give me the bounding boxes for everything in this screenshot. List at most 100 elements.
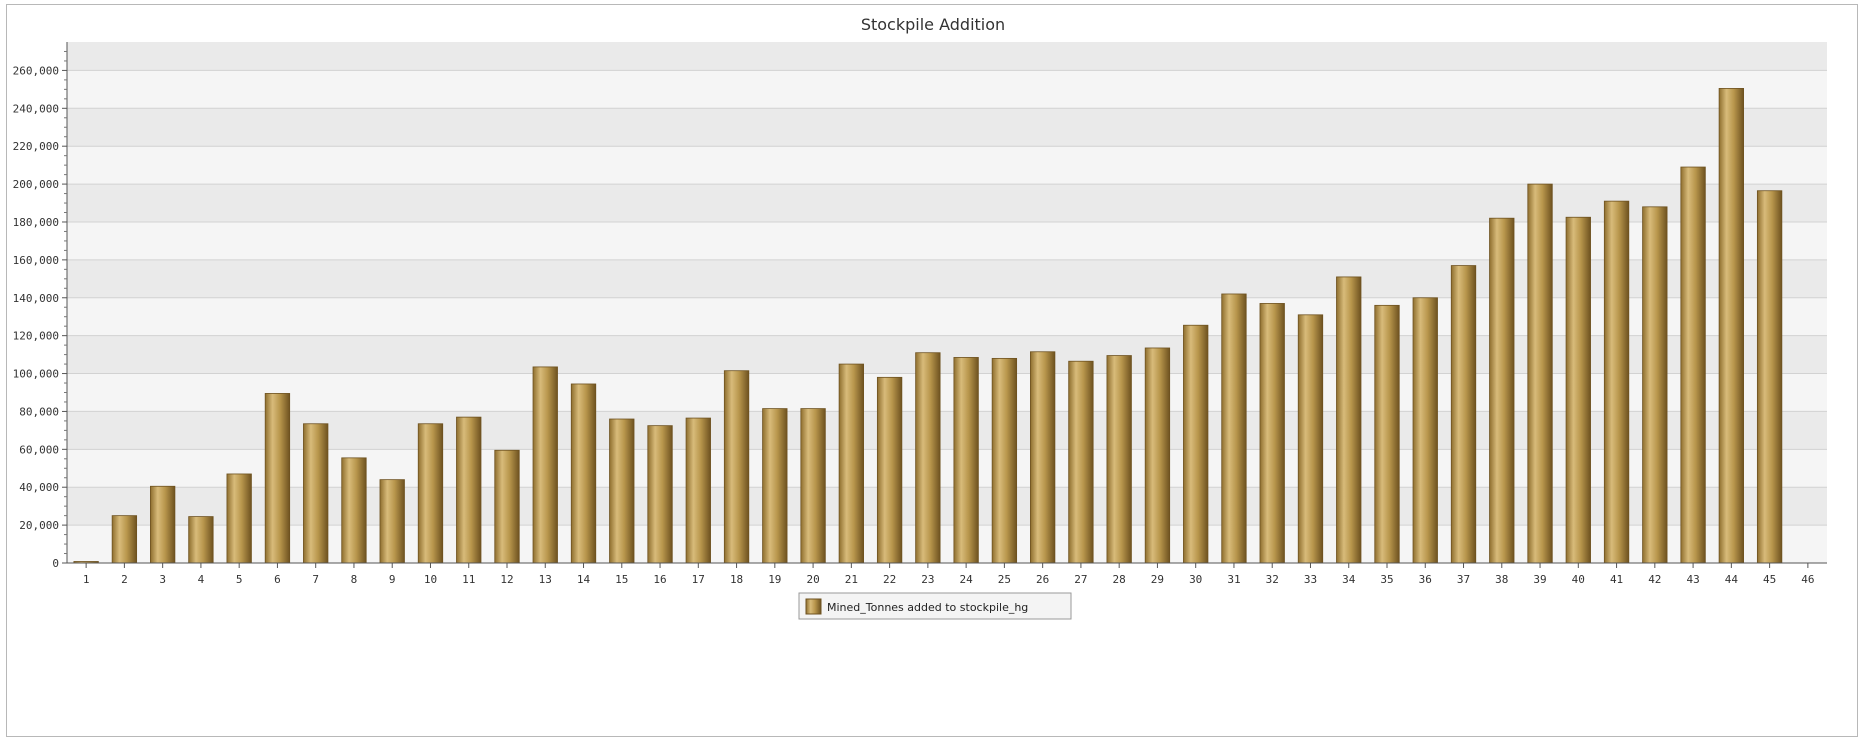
bar (953, 357, 979, 564)
y-tick-label: 40,000 (19, 481, 59, 494)
y-tick-label: 220,000 (13, 140, 59, 153)
bar (150, 485, 176, 564)
bar (1259, 303, 1285, 564)
bar (1412, 297, 1438, 564)
x-tick-label: 15 (615, 573, 628, 586)
bar (609, 418, 635, 564)
bar (1489, 217, 1515, 564)
x-tick-label: 35 (1380, 573, 1393, 586)
x-tick-label: 44 (1725, 573, 1739, 586)
bar (1680, 166, 1706, 564)
legend-label: Mined_Tonnes added to stockpile_hg (827, 601, 1028, 614)
bar (1603, 200, 1630, 564)
bar (876, 376, 903, 564)
bar (1450, 265, 1477, 564)
x-tick-label: 24 (960, 573, 974, 586)
bar (1144, 347, 1171, 564)
bar (494, 449, 520, 564)
x-tick-label: 27 (1074, 573, 1087, 586)
x-tick-label: 7 (312, 573, 319, 586)
x-tick-label: 19 (768, 573, 781, 586)
x-tick-label: 10 (424, 573, 437, 586)
bar (264, 393, 291, 564)
chart-frame: Stockpile Addition 0 20,000 40,000 60,000 80… (6, 4, 1858, 737)
x-tick-label: 31 (1227, 573, 1240, 586)
x-tick-label: 45 (1763, 573, 1776, 586)
x-tick-label: 36 (1419, 573, 1432, 586)
bar (1718, 88, 1744, 564)
x-tick-label: 40 (1572, 573, 1585, 586)
bar (1183, 324, 1209, 564)
chart-title: Stockpile Addition (861, 15, 1005, 34)
x-tick-label: 12 (500, 573, 513, 586)
chart: Stockpile Addition 0 20,000 40,000 60,000 80… (13, 15, 1827, 620)
y-tick-label: 140,000 (13, 292, 59, 305)
x-tick-label: 42 (1648, 573, 1661, 586)
bar (800, 408, 826, 564)
bar (1106, 355, 1132, 564)
bar (1756, 190, 1783, 564)
bar (417, 423, 444, 564)
bar (915, 352, 941, 564)
x-tick-label: 41 (1610, 573, 1623, 586)
bar (685, 417, 711, 564)
x-tick-label: 26 (1036, 573, 1049, 586)
bar (1297, 314, 1324, 564)
y-tick-label: 60,000 (19, 443, 59, 456)
bar (1068, 360, 1094, 564)
x-tick-label: 1 (83, 573, 90, 586)
x-tick-label: 17 (692, 573, 705, 586)
bar (1336, 276, 1362, 564)
bar (838, 363, 864, 564)
x-tick-label: 43 (1686, 573, 1699, 586)
x-tick-label: 16 (653, 573, 666, 586)
y-tick-label: 180,000 (13, 216, 59, 229)
x-tick-label: 23 (921, 573, 934, 586)
y-tick-label: 240,000 (13, 102, 59, 115)
x-tick-label: 25 (998, 573, 1011, 586)
x-tick-label: 39 (1533, 573, 1546, 586)
x-tick-label: 18 (730, 573, 743, 586)
bar (226, 473, 252, 564)
y-tick-label: 260,000 (13, 64, 59, 77)
bar (1374, 304, 1400, 564)
x-tick-label: 46 (1801, 573, 1814, 586)
y-tick-label: 100,000 (13, 368, 59, 381)
bar (762, 408, 788, 564)
bar (1030, 351, 1056, 564)
legend: Mined_Tonnes added to stockpile_hg (798, 592, 1072, 620)
x-tick-label: 29 (1151, 573, 1164, 586)
y-tick-label: 120,000 (13, 330, 59, 343)
x-tick-label: 28 (1113, 573, 1126, 586)
x-tick-label: 33 (1304, 573, 1317, 586)
bar (188, 516, 214, 564)
x-tick-label: 3 (159, 573, 166, 586)
bar (1221, 293, 1247, 564)
x-tick-label: 13 (539, 573, 552, 586)
x-tick-label: 30 (1189, 573, 1202, 586)
bar (647, 425, 673, 564)
x-tick-label: 5 (236, 573, 243, 586)
x-tick-label: 11 (462, 573, 475, 586)
bar (723, 370, 750, 564)
x-tick-label: 4 (198, 573, 205, 586)
x-tick-label: 22 (883, 573, 896, 586)
x-tick-label: 20 (806, 573, 819, 586)
bar (1642, 206, 1668, 564)
bar (1565, 216, 1591, 564)
bar (532, 366, 558, 564)
x-tick-label: 8 (351, 573, 358, 586)
y-tick-label: 20,000 (19, 519, 59, 532)
x-tick-label: 37 (1457, 573, 1470, 586)
x-tick-label: 32 (1266, 573, 1279, 586)
y-tick-label: 0 (52, 557, 59, 570)
x-tick-label: 38 (1495, 573, 1508, 586)
bar (111, 515, 138, 564)
bar (379, 479, 405, 564)
legend-swatch (805, 598, 822, 615)
y-tick-label: 80,000 (19, 405, 59, 418)
bar (303, 423, 329, 564)
x-tick-label: 2 (121, 573, 128, 586)
bar (341, 457, 367, 564)
x-tick-label: 6 (274, 573, 281, 586)
